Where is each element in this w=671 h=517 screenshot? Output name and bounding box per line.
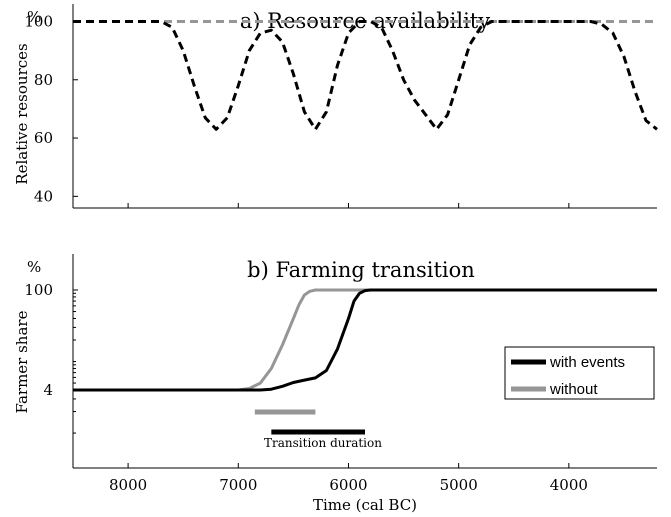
transition-duration-label: Transition duration bbox=[264, 436, 382, 450]
x-tick-label: 4000 bbox=[550, 476, 588, 494]
panel-b-y-ticks: 4 100 bbox=[24, 281, 78, 434]
x-axis-title: Time (cal BC) bbox=[313, 496, 417, 514]
panel-b-unit-label: % bbox=[27, 258, 41, 276]
legend-entry-label: without bbox=[549, 381, 598, 398]
panel-a-y-axis-title: Relative resources bbox=[13, 43, 31, 184]
legend-entry-label: with events bbox=[549, 354, 625, 371]
panel-a-y-tick-label: 40 bbox=[34, 187, 53, 205]
x-tick-label: 7000 bbox=[219, 476, 257, 494]
x-tick-label: 6000 bbox=[329, 476, 367, 494]
panel-b-title: b) Farming transition bbox=[247, 258, 475, 282]
resources-with-events-line bbox=[73, 20, 658, 131]
panel-a-series bbox=[73, 20, 658, 131]
x-tick-label: 5000 bbox=[440, 476, 478, 494]
farmer-share-with-events-line bbox=[73, 288, 657, 392]
panel-b-y-tick-label: 100 bbox=[24, 281, 53, 299]
panel-b-y-tick-label: 4 bbox=[43, 381, 53, 399]
farming-transition-panel: % b) Farming transition Farmer share Tim… bbox=[13, 254, 657, 514]
panel-a-y-tick-label: 100 bbox=[24, 12, 53, 30]
panel-a-y-tick-label: 60 bbox=[34, 129, 53, 147]
legend: with events without bbox=[504, 346, 655, 400]
panel-b-x-ticks: 8000 7000 6000 5000 4000 bbox=[109, 463, 588, 494]
transition-duration-annotation: Transition duration bbox=[254, 409, 382, 450]
panel-b-series bbox=[73, 288, 657, 392]
panel-a-y-tick-label: 80 bbox=[34, 71, 53, 89]
x-tick-label: 8000 bbox=[109, 476, 147, 494]
panel-b-y-axis-title: Farmer share bbox=[13, 310, 31, 413]
panel-a-y-ticks: 40 60 80 100 bbox=[24, 12, 78, 205]
panel-a-x-ticks bbox=[127, 203, 570, 208]
resource-availability-panel: % a) Resource availability Relative reso… bbox=[13, 4, 658, 209]
panel-a-unit-label: % bbox=[27, 8, 41, 26]
